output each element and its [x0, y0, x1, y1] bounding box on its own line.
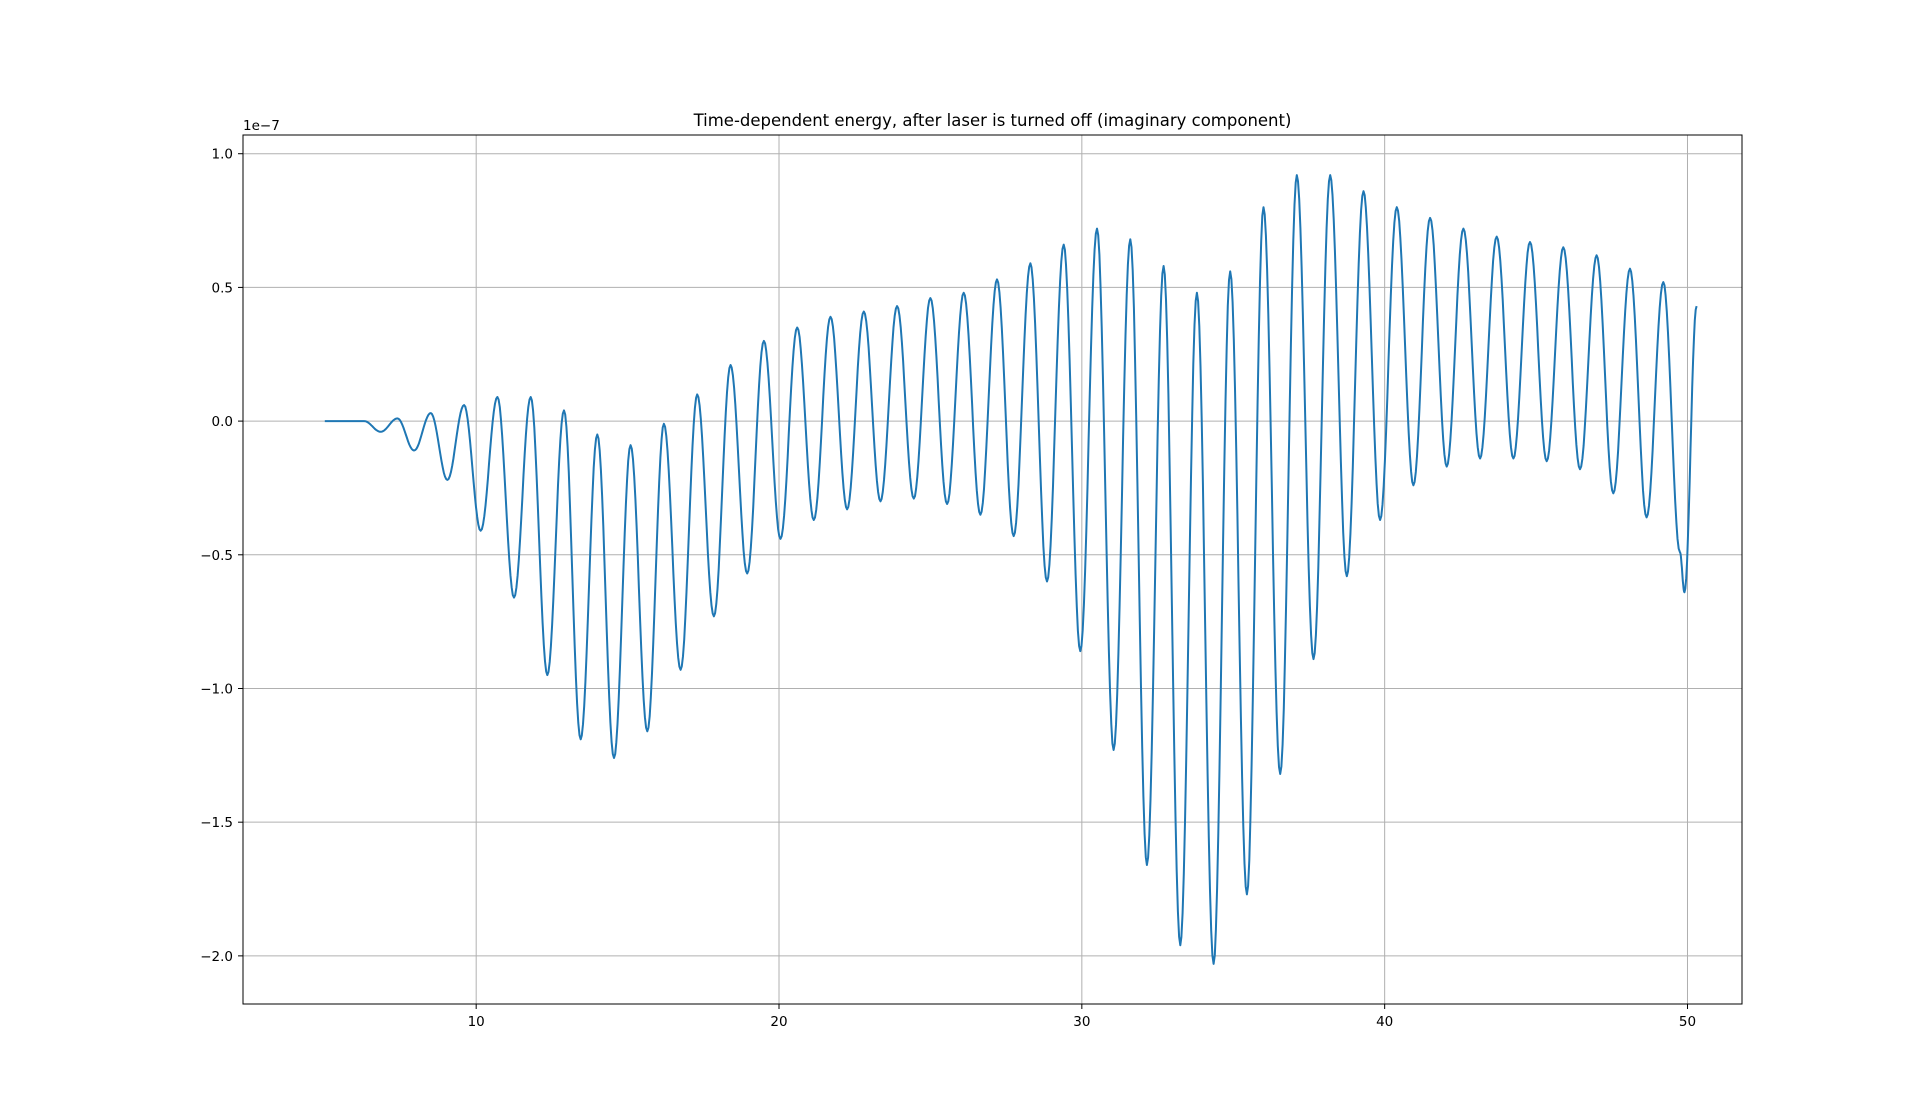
- y-axis-offset-label: 1e−7: [243, 118, 280, 134]
- x-tick-label: 20: [770, 1014, 787, 1030]
- x-axis: 10 20 30 40 50: [468, 1004, 1696, 1030]
- x-tick-label: 10: [468, 1014, 485, 1030]
- chart-title: Time-dependent energy, after laser is tu…: [693, 111, 1292, 130]
- y-tick-label: −2.0: [200, 949, 233, 965]
- series-line: [324, 174, 1698, 965]
- plot-frame: [242, 134, 1743, 1005]
- y-tick-label: −1.5: [200, 815, 233, 831]
- y-tick-label: 0.0: [212, 414, 233, 430]
- x-tick-label: 30: [1073, 1014, 1090, 1030]
- y-tick-label: −0.5: [200, 548, 233, 564]
- grid: [243, 135, 1742, 1004]
- x-tick-label: 40: [1376, 1014, 1393, 1030]
- y-tick-label: −1.0: [200, 681, 233, 697]
- y-tick-label: 0.5: [212, 280, 233, 296]
- y-tick-label: 1.0: [212, 147, 233, 163]
- x-tick-label: 50: [1679, 1014, 1696, 1030]
- y-axis: 1.0 0.5 0.0 −0.5 −1.0 −1.5 −2.0: [200, 147, 243, 965]
